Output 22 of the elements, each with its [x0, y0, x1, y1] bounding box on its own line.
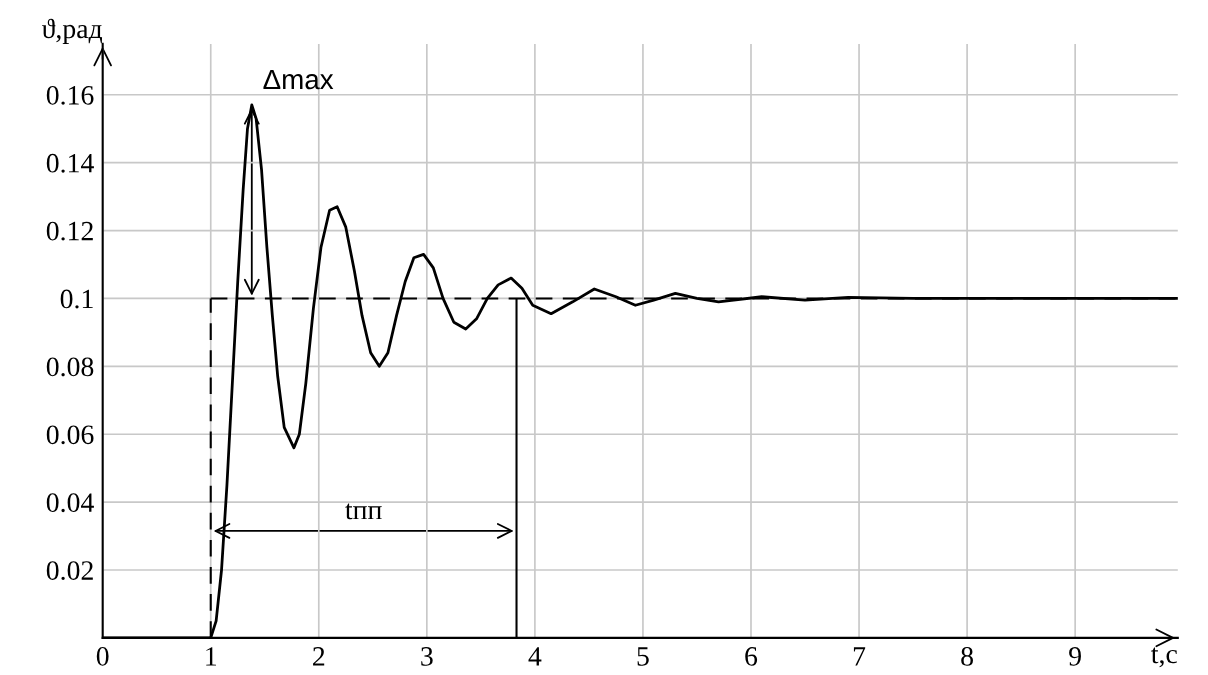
x-tick-label: 1 [206, 647, 217, 666]
x-tick-label: 7 [853, 647, 866, 666]
y-tick-label: 0.06 [46, 425, 94, 445]
x-tick-label: 9 [1069, 647, 1081, 666]
y-tick-label: 0.1 [60, 289, 93, 309]
y-tick-label: 0.08 [46, 357, 94, 377]
x-tick-label: 2 [313, 647, 325, 666]
x-tick-label: 5 [637, 647, 649, 666]
y-tick-label: 0.16 [46, 85, 94, 105]
y-tick-label: 0.12 [46, 221, 93, 241]
x-tick-label: 8 [961, 647, 973, 666]
x-tick-label: 3 [421, 647, 433, 666]
y-axis-title: ϑ,рад [41, 18, 103, 44]
x-axis-title: t,с [1151, 647, 1177, 668]
y-tick-label: 0.04 [46, 493, 94, 513]
annotation: tпп [345, 503, 382, 520]
x-tick-label: 6 [745, 647, 758, 666]
y-tick-label: 0.02 [46, 561, 93, 581]
y-tick-label: 0.14 [46, 153, 94, 173]
x-tick-label: 0 [96, 647, 109, 666]
annotation: Δmax [263, 69, 334, 90]
x-tick-label: 4 [528, 647, 542, 666]
